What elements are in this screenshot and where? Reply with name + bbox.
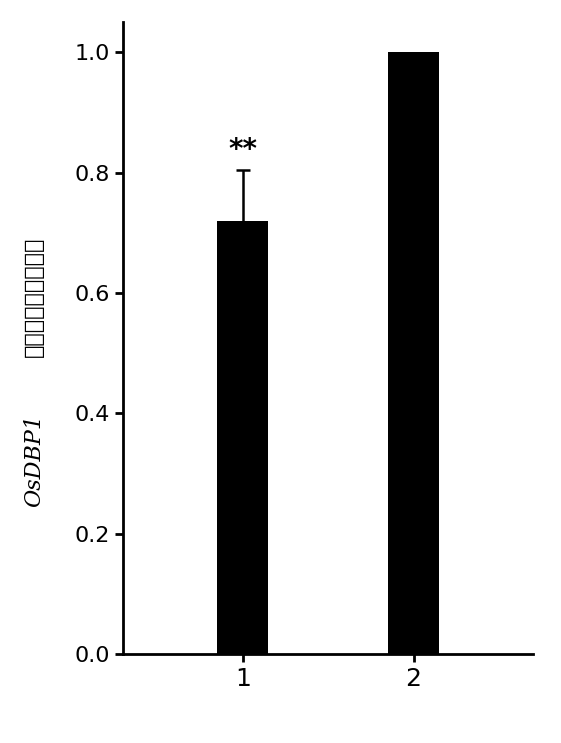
Text: 基因的相对表达水平: 基因的相对表达水平 xyxy=(24,237,44,357)
Bar xyxy=(388,52,439,654)
Text: **: ** xyxy=(228,136,257,163)
Bar xyxy=(217,221,269,654)
Text: OsDBP1: OsDBP1 xyxy=(22,414,45,507)
